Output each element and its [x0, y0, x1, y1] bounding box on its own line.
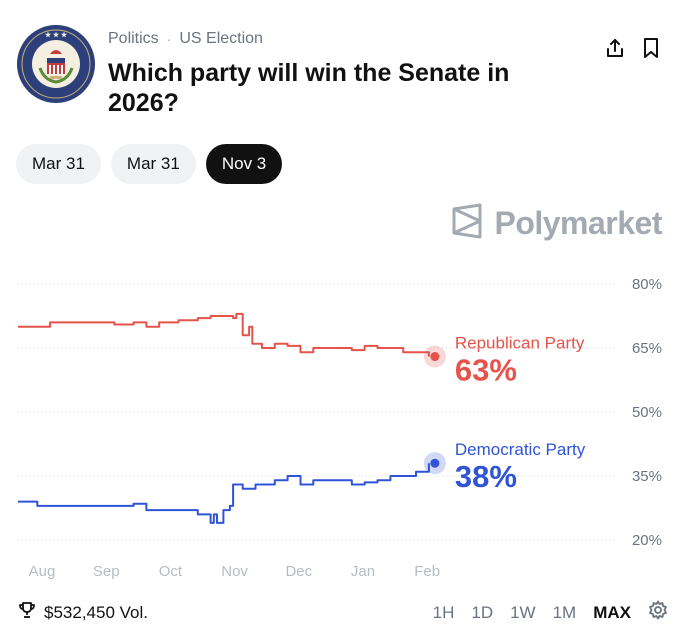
chart-y-axis: 80% 65% 50% 35% 20%	[632, 276, 662, 549]
share-icon[interactable]	[604, 36, 626, 60]
polymarket-logo-icon	[450, 203, 484, 244]
chart-series	[18, 312, 446, 524]
header-actions	[604, 36, 662, 60]
series-value-label: 63%	[455, 353, 517, 388]
y-tick-label: 80%	[632, 276, 662, 293]
chart-x-axis: Aug Sep Oct Nov Dec Jan Feb	[29, 563, 440, 580]
x-tick-label: Dec	[285, 563, 312, 580]
series-value-label: 38%	[455, 459, 517, 494]
price-chart[interactable]: 80% 65% 50% 35% 20% Aug Sep Oct Nov Dec Jan Feb Re…	[0, 262, 680, 592]
polymarket-wordmark: Polymarket	[494, 205, 662, 241]
series-endpoint-dot	[430, 352, 440, 362]
breadcrumb-separator: ·	[166, 31, 172, 47]
bookmark-icon[interactable]	[640, 36, 662, 60]
series-name-label: Republican Party	[455, 334, 585, 353]
series-name-label: Democratic Party	[455, 440, 586, 459]
breadcrumb: Politics · US Election	[108, 30, 263, 48]
date-tab-mar-31-a[interactable]: Mar 31	[16, 144, 101, 184]
time-range-selector: 1H 1D 1W 1M MAX	[433, 600, 668, 625]
series-line-republican	[18, 312, 430, 357]
x-tick-label: Sep	[93, 563, 120, 580]
y-tick-label: 50%	[632, 404, 662, 421]
breadcrumb-politics[interactable]: Politics	[108, 30, 159, 47]
range-max[interactable]: MAX	[593, 602, 631, 622]
range-1w[interactable]: 1W	[510, 602, 536, 622]
trophy-icon	[18, 601, 36, 624]
range-1m[interactable]: 1M	[552, 602, 577, 622]
range-1h[interactable]: 1H	[432, 602, 455, 622]
x-tick-label: Nov	[221, 563, 248, 580]
date-tab-nov-3[interactable]: Nov 3	[205, 144, 283, 184]
polymarket-watermark: Polymarket	[450, 203, 662, 244]
senate-seal-logo: ★ ★ ★	[16, 24, 96, 104]
range-1d[interactable]: 1D	[471, 602, 494, 622]
x-tick-label: Feb	[414, 563, 440, 580]
x-tick-label: Jan	[351, 563, 375, 580]
y-tick-label: 35%	[632, 468, 662, 485]
date-tabs: Mar 31 Mar 31 Nov 3	[16, 144, 283, 184]
x-tick-label: Oct	[159, 563, 183, 580]
series-endpoint-dot	[430, 458, 440, 468]
volume: $532,450 Vol.	[18, 601, 148, 624]
y-tick-label: 65%	[632, 340, 662, 357]
gear-icon[interactable]	[648, 600, 668, 625]
series-line-democratic	[18, 463, 430, 524]
date-tab-mar-31-b[interactable]: Mar 31	[110, 144, 196, 184]
x-tick-label: Aug	[29, 563, 56, 580]
svg-text:★ ★ ★: ★ ★ ★	[45, 31, 68, 39]
volume-label: $532,450 Vol.	[44, 602, 148, 622]
chart-footer: $532,450 Vol. 1H 1D 1W 1M MAX	[18, 600, 668, 625]
page-title: Which party will win the Senate in 2026?	[108, 59, 510, 117]
breadcrumb-us-election[interactable]: US Election	[179, 30, 263, 47]
y-tick-label: 20%	[632, 532, 662, 549]
